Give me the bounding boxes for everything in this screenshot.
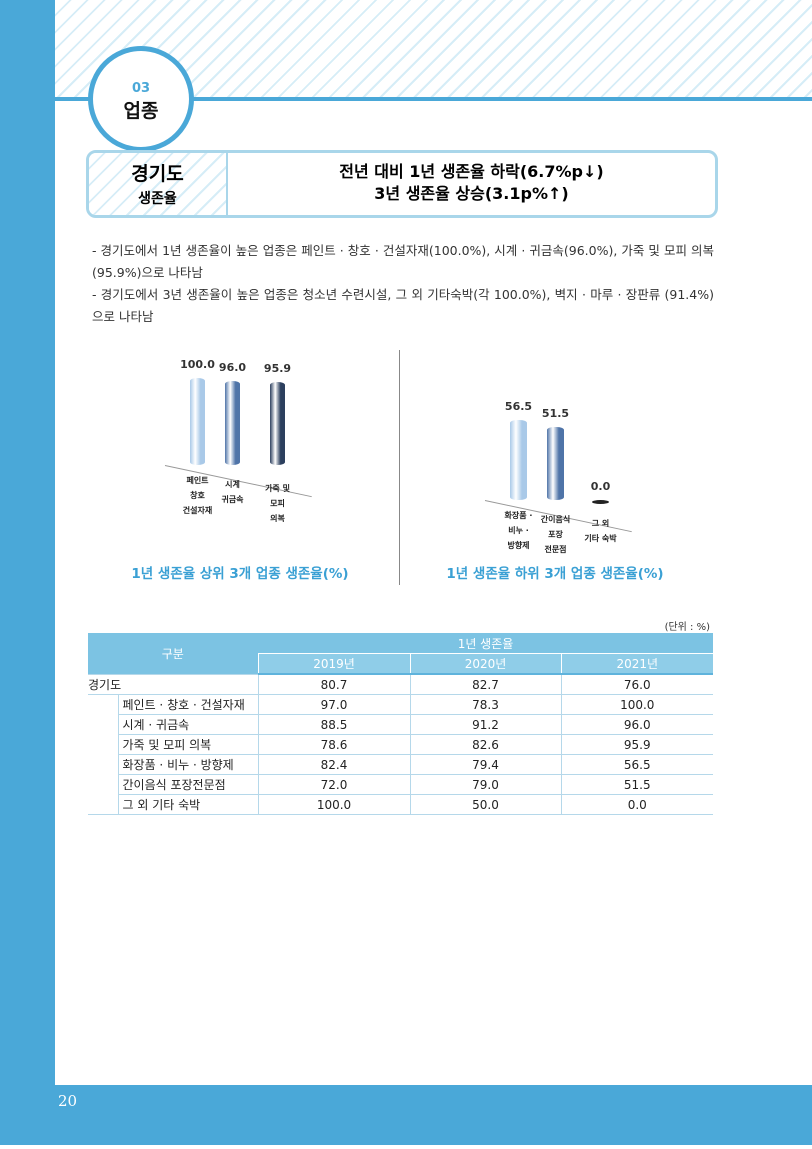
chart-title: 1년 생존율 상위 3개 업종 생존율(%): [131, 566, 349, 582]
table-row: 가죽 및 모피 의복 78.6 82.6 95.9: [88, 734, 713, 755]
page-number: 20: [58, 1092, 78, 1110]
table-cell: 97.0: [257, 694, 410, 715]
table-header: 2020년: [409, 653, 561, 675]
table: 구분 1년 생존율 2019년 2020년 2021년 경기도 80.7 82.7 76.…: [88, 633, 713, 815]
section-title: 업종: [123, 100, 159, 122]
category-label: 그 외 기타 숙박: [584, 519, 617, 543]
bullet: - 경기도에서 3년 생존율이 높은 업종은 청소년 수련시설, 그 외 기타숙…: [92, 287, 714, 324]
table-cell: 95.9: [560, 734, 713, 755]
table-cell: 56.5: [560, 754, 713, 775]
headline-line: 3년 생존율 상승(3.1p%↑): [374, 184, 569, 203]
table-cell: 79.4: [409, 754, 561, 775]
summary-label-line: 생존율: [138, 191, 177, 207]
table-row: 화장품 · 비누 · 방향제 82.4 79.4 56.5: [88, 754, 713, 775]
table-row: 시계 · 귀금속 88.5 91.2 96.0: [88, 714, 713, 735]
table-row: 경기도 80.7 82.7 76.0: [88, 674, 713, 695]
bullets: - 경기도에서 1년 생존율이 높은 업종은 페인트 · 창호 · 건설자재(1…: [92, 240, 714, 328]
summary-box: 경기도 생존율 전년 대비 1년 생존율 하락(6.7%p↓) 3년 생존율 상…: [86, 150, 718, 218]
table-cell: 88.5: [257, 714, 410, 735]
table-cell: 91.2: [409, 714, 561, 735]
value-label: 95.9: [263, 361, 292, 375]
unit-note: (단위 : %): [664, 622, 710, 633]
table-row: 간이음식 포장전문점 72.0 79.0 51.5: [88, 774, 713, 795]
summary-label-line: 경기도: [131, 163, 184, 185]
row-label: 화장품 · 비누 · 방향제: [118, 754, 258, 775]
value-label: 0.0: [590, 480, 611, 493]
bar: [547, 426, 564, 500]
chart-title: 1년 생존율 하위 3개 업종 생존율(%): [446, 566, 664, 582]
value-label: 100.0: [180, 358, 215, 371]
table-cell: 82.4: [257, 754, 410, 775]
value-label: 96.0: [218, 361, 247, 375]
chart: 56.5 화장품 · 비누 · 방향제 51.5 간이음식 포장 전문점 0.0 그 외 …: [470, 350, 670, 590]
table-cell: 100.0: [257, 794, 410, 815]
section-badge: 03 업종: [88, 46, 194, 152]
table-header: 구분: [88, 633, 258, 675]
bar: [592, 500, 609, 504]
category-label: 페인트 창호 건설자재: [182, 476, 213, 515]
row-label: 그 외 기타 숙박: [118, 794, 258, 815]
divider: [399, 350, 400, 585]
row-label: 간이음식 포장전문점: [118, 774, 258, 795]
table-cell: 80.7: [257, 674, 410, 695]
table-header: 2019년: [257, 653, 410, 675]
row-label: 경기도: [88, 674, 258, 695]
category-label: 가죽 및 모피 의복: [265, 484, 290, 523]
bar: [510, 419, 527, 500]
footer-band: [0, 1085, 812, 1149]
category-label: 간이음식 포장 전문점: [540, 515, 571, 554]
table-header: 2021년: [560, 653, 713, 675]
table-header: 1년 생존율: [258, 633, 713, 654]
bullet: - 경기도에서 1년 생존율이 높은 업종은 페인트 · 창호 · 건설자재(1…: [92, 243, 714, 280]
summary-label: 경기도 생존율: [89, 153, 228, 215]
table-cell: 82.7: [409, 674, 561, 695]
category-label: 시계 귀금속: [221, 480, 244, 504]
bar: [190, 378, 205, 465]
table-cell: 51.5: [560, 774, 713, 795]
row-label: 시계 · 귀금속: [118, 714, 258, 735]
table-row: 그 외 기타 숙박 100.0 50.0 0.0: [88, 794, 713, 815]
table-cell: 72.0: [257, 774, 410, 795]
footer-edge: [0, 1145, 812, 1149]
table-cell: 76.0: [560, 674, 713, 695]
section-number: 03: [131, 81, 151, 96]
table-cell: 82.6: [409, 734, 561, 755]
summary-headline: 전년 대비 1년 생존율 하락(6.7%p↓) 3년 생존율 상승(3.1p%↑…: [228, 161, 715, 205]
table-cell: 78.6: [257, 734, 410, 755]
table-cell: 96.0: [560, 714, 713, 735]
header-rule: [55, 97, 812, 101]
table-cell: 100.0: [560, 694, 713, 715]
row-label: 가죽 및 모피 의복: [118, 734, 258, 755]
table-cell: 79.0: [409, 774, 561, 795]
row-label: 페인트 · 창호 · 건설자재: [118, 694, 258, 715]
chart: 100.0 페인트 창호 건설자재 96.0 시계 귀금속 95.9 가죽 및 모피 의복: [150, 350, 350, 590]
side-strip: [0, 0, 55, 1149]
bar: [270, 381, 285, 465]
bar: [225, 381, 240, 465]
value-label: 56.5: [504, 399, 533, 413]
headline-line: 전년 대비 1년 생존율 하락(6.7%p↓): [339, 162, 604, 181]
table-cell: 78.3: [409, 694, 561, 715]
category-label: 화장품 · 비누 · 방향제: [504, 511, 533, 550]
table-cell: 50.0: [409, 794, 561, 815]
value-label: 51.5: [541, 406, 570, 420]
table-row: 페인트 · 창호 · 건설자재 97.0 78.3 100.0: [88, 694, 713, 815]
indent: [88, 694, 119, 815]
table-cell: 0.0: [560, 794, 713, 815]
